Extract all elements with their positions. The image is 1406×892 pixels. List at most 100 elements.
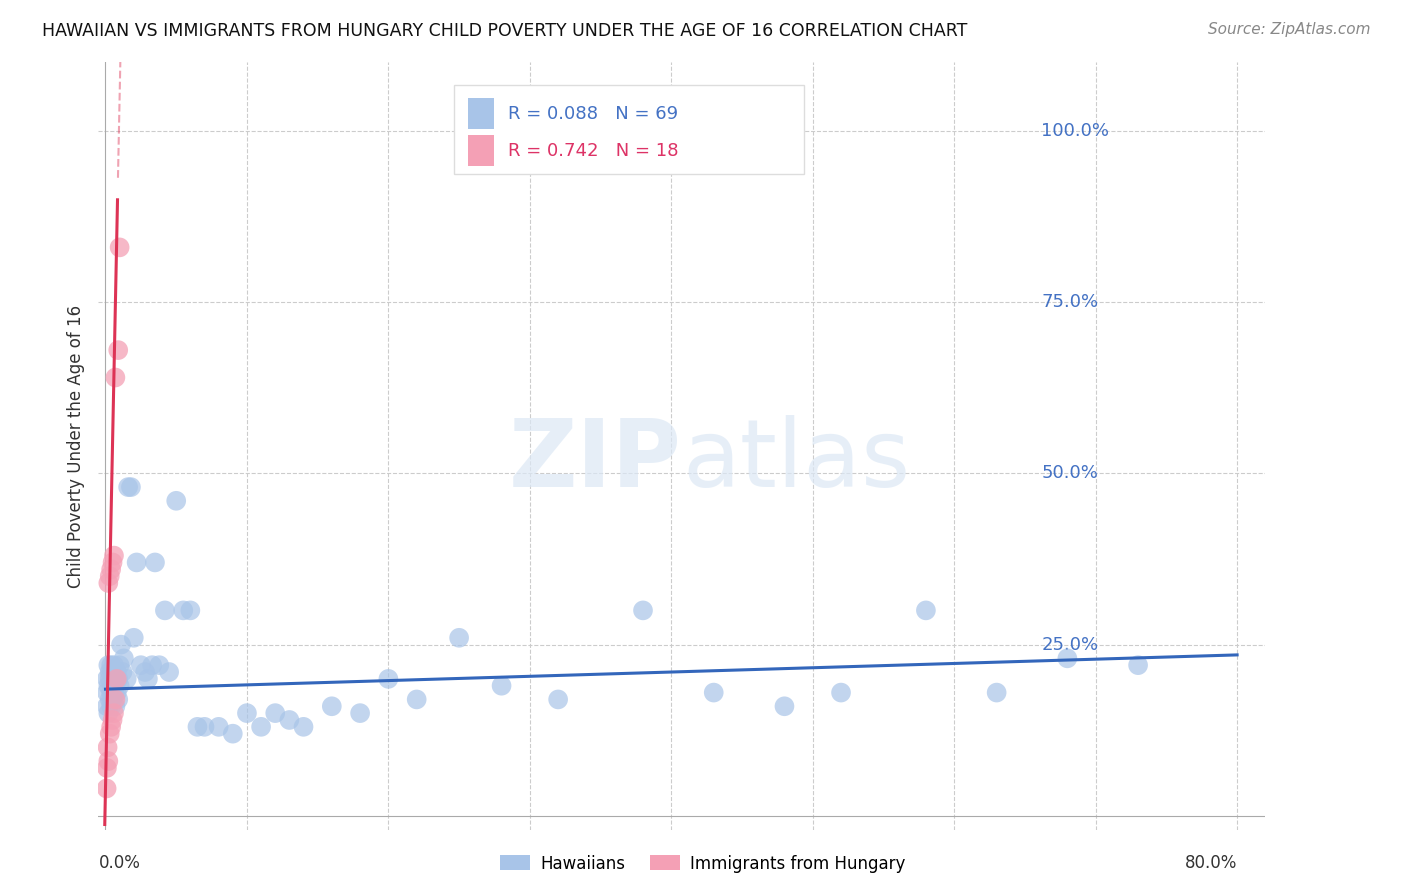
Text: ZIP: ZIP [509,416,682,508]
Point [103,685,125,699]
Point [97,576,120,591]
Point [98,665,121,679]
Point [222,726,245,740]
Point [449,631,471,645]
Point [101,665,124,679]
Point [236,706,259,720]
Point [103,658,125,673]
Point [1056,651,1078,665]
Text: 25.0%: 25.0% [1042,636,1098,654]
Point [111,665,134,679]
Point [101,692,124,706]
Point [97,754,120,768]
Point [703,685,725,699]
Point [96,761,118,775]
Legend: Hawaiians, Immigrants from Hungary: Hawaiians, Immigrants from Hungary [494,848,912,880]
Point [96,685,118,699]
Point [104,692,127,706]
Point [631,603,654,617]
Point [98,692,121,706]
Point [1126,658,1149,673]
Point [108,658,131,673]
Point [103,672,125,686]
Point [101,556,124,570]
Point [112,651,135,665]
Point [98,672,121,686]
Text: 0.0%: 0.0% [98,855,141,872]
Point [105,685,128,699]
Point [136,672,159,686]
Point [377,672,399,686]
Bar [468,136,494,166]
Point [122,631,145,645]
Point [103,549,125,563]
Point [208,720,231,734]
Point [250,720,273,734]
Point [141,658,163,673]
Point [101,679,124,693]
Point [96,781,118,796]
Point [100,685,122,699]
Point [104,679,127,693]
Text: 50.0%: 50.0% [1042,465,1098,483]
Point [157,665,180,679]
Point [148,658,170,673]
Point [107,343,129,358]
Point [100,720,122,734]
Point [193,720,215,734]
Point [986,685,1008,699]
Bar [468,98,494,129]
Text: atlas: atlas [682,416,910,508]
Point [830,685,852,699]
Point [110,638,132,652]
Point [107,672,129,686]
Point [153,603,176,617]
Text: HAWAIIAN VS IMMIGRANTS FROM HUNGARY CHILD POVERTY UNDER THE AGE OF 16 CORRELATIO: HAWAIIAN VS IMMIGRANTS FROM HUNGARY CHIL… [42,22,967,40]
Point [165,493,187,508]
Point [264,706,287,720]
Point [134,665,156,679]
Point [98,569,121,583]
Point [103,706,125,720]
Point [321,699,343,714]
Point [97,706,120,720]
Point [108,679,131,693]
Point [104,699,127,714]
Y-axis label: Child Poverty Under the Age of 16: Child Poverty Under the Age of 16 [66,304,84,588]
Text: 100.0%: 100.0% [1042,122,1109,140]
Point [97,658,120,673]
Point [107,692,129,706]
Point [100,658,122,673]
Point [491,679,513,693]
Point [108,240,131,254]
Point [773,699,796,714]
Point [100,562,122,576]
Text: 75.0%: 75.0% [1042,293,1098,311]
Point [405,692,427,706]
Point [179,603,201,617]
Point [125,556,148,570]
Text: Source: ZipAtlas.com: Source: ZipAtlas.com [1208,22,1371,37]
Point [105,672,128,686]
Point [129,658,152,673]
Point [115,672,138,686]
Point [349,706,371,720]
Point [120,480,142,494]
Point [97,679,120,693]
Point [97,740,120,755]
Point [101,713,124,727]
Text: R = 0.088   N = 69: R = 0.088 N = 69 [508,105,678,123]
Text: 80.0%: 80.0% [1185,855,1237,872]
Point [96,672,118,686]
Point [292,720,315,734]
Point [100,699,122,714]
Point [143,556,166,570]
Point [117,480,139,494]
Point [186,720,208,734]
Point [547,692,569,706]
Point [105,665,128,679]
Point [278,713,301,727]
Point [915,603,938,617]
Text: R = 0.742   N = 18: R = 0.742 N = 18 [508,142,679,160]
FancyBboxPatch shape [454,86,804,174]
